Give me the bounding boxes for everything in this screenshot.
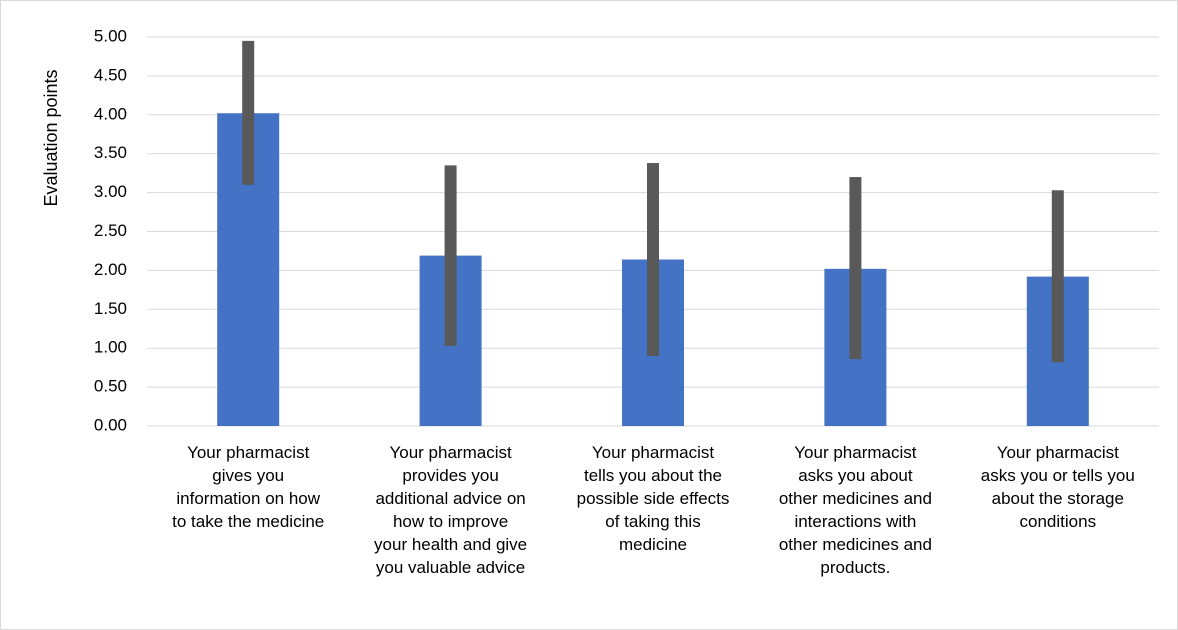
x-category-label-line: conditions [1020, 512, 1097, 531]
y-tick-label: 1.00 [94, 338, 127, 357]
y-axis-ticks: 0.00 0.50 1.00 1.50 2.00 2.50 3.00 3.50 4.00 4.50… [94, 26, 127, 434]
y-tick-label: 3.00 [94, 182, 127, 201]
y-tick-label: 5.00 [94, 26, 127, 45]
x-category-label-line: your health and give [374, 535, 527, 554]
x-category-label-line: to take the medicine [172, 512, 324, 531]
x-category-label-line: of taking this [605, 512, 700, 531]
x-axis-categories: Your pharmacist gives you information on h… [172, 443, 1135, 577]
x-category-label-line: interactions with [794, 512, 916, 531]
x-category-label: Your pharmacist asks you or tells you abou… [981, 443, 1135, 531]
error-bar [1051, 190, 1064, 363]
x-category-label-line: asks you about [798, 466, 913, 485]
x-category-label-line: other medicines and [779, 535, 932, 554]
x-category-label-line: asks you or tells you [981, 466, 1135, 485]
x-category-label-line: Your pharmacist [389, 443, 511, 462]
y-tick-label: 2.00 [94, 260, 127, 279]
x-category-label-line: additional advice on [375, 489, 525, 508]
y-tick-label: 1.50 [94, 299, 127, 318]
y-tick-label: 4.00 [94, 104, 127, 123]
x-category-label-line: Your pharmacist [592, 443, 714, 462]
y-tick-label: 3.50 [94, 143, 127, 162]
y-tick-label: 2.50 [94, 221, 127, 240]
x-category-label-line: how to improve [393, 512, 508, 531]
x-category-label-line: Your pharmacist [187, 443, 309, 462]
error-bars [242, 40, 1064, 363]
y-tick-label: 4.50 [94, 65, 127, 84]
y-tick-label: 0.50 [94, 377, 127, 396]
x-category-label-line: Your pharmacist [794, 443, 916, 462]
x-category-label: Your pharmacist asks you about other medic… [779, 443, 932, 577]
error-bar [444, 165, 457, 346]
error-bar [242, 40, 255, 185]
x-category-label-line: about the storage [992, 489, 1124, 508]
x-category-label-line: Your pharmacist [997, 443, 1119, 462]
error-bar [647, 163, 659, 356]
x-category-label-line: possible side effects [577, 489, 730, 508]
x-category-label-line: gives you [212, 466, 284, 485]
error-bar [849, 177, 862, 360]
x-category-label: Your pharmacist tells you about the possib… [577, 443, 730, 554]
y-tick-label: 0.00 [94, 415, 127, 434]
x-category-label-line: products. [820, 558, 890, 577]
x-category-label-line: medicine [619, 535, 687, 554]
y-axis-title: Evaluation points [41, 69, 61, 206]
x-category-label-line: you valuable advice [376, 558, 525, 577]
x-category-label-line: tells you about the [584, 466, 722, 485]
x-category-label-line: provides you [402, 466, 498, 485]
x-category-label: Your pharmacist provides you additional ad… [374, 443, 527, 577]
x-category-label: Your pharmacist gives you information on h… [172, 443, 324, 531]
x-category-label-line: other medicines and [779, 489, 932, 508]
x-category-label-line: information on how [176, 489, 320, 508]
